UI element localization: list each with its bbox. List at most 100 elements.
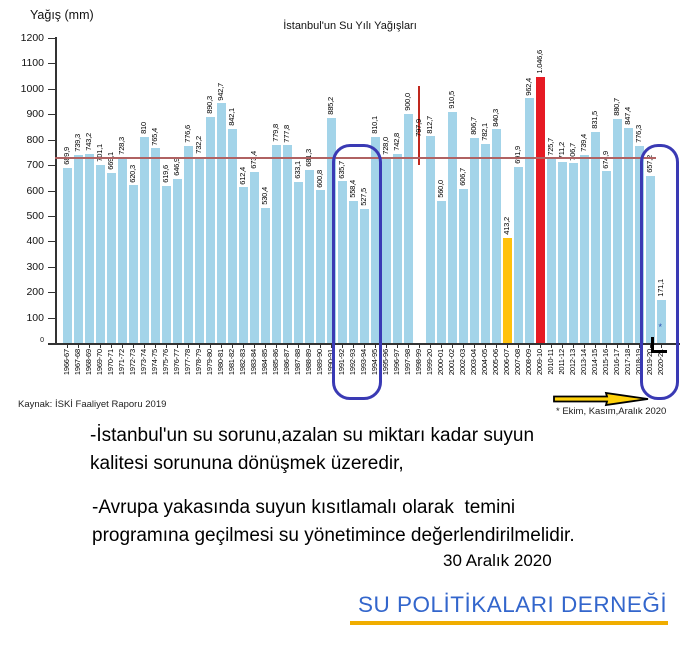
x-axis-label: 2010-11 xyxy=(546,349,555,375)
x-axis-tick xyxy=(331,344,333,348)
x-axis-tick xyxy=(342,344,344,348)
bar xyxy=(206,116,215,343)
y-axis-tick-label: 1100 xyxy=(21,57,44,70)
bar xyxy=(151,148,160,343)
bar-value-label: 1.046,6 xyxy=(535,50,544,74)
bar-value-label: 674,9 xyxy=(601,150,610,169)
x-axis-tick xyxy=(573,344,575,348)
bar-value-label: 782,1 xyxy=(480,123,489,142)
bar-value-label: 776,3 xyxy=(634,124,643,143)
bar-value-label: 728,3 xyxy=(117,137,126,155)
bar xyxy=(404,114,413,343)
y-axis-line xyxy=(55,37,57,344)
org-underline-decoration xyxy=(350,621,668,625)
y-axis-tick xyxy=(48,88,55,90)
plot-area: 0 100 200 300 400 500 600 700 800 900 1000 1100 1200… xyxy=(20,32,680,400)
x-axis-tick xyxy=(78,344,80,348)
x-axis-tick xyxy=(650,344,652,348)
x-axis-tick xyxy=(243,344,245,348)
bar xyxy=(162,185,171,343)
bar xyxy=(129,185,138,343)
x-axis-tick xyxy=(628,344,630,348)
chart-title: İstanbul'un Su Yılı Yağışları xyxy=(283,20,417,32)
x-axis-tick xyxy=(353,344,355,348)
bar-value-label: 810 xyxy=(139,122,148,135)
y-axis-tick-label: 400 xyxy=(26,235,44,248)
x-axis-label: 1979-80 xyxy=(205,349,214,376)
x-axis-label: 1986-87 xyxy=(282,349,291,376)
bar-value-label: 776,6 xyxy=(183,124,192,143)
bar-value-label: 885,2 xyxy=(326,97,335,116)
bar-value-label: 765,4 xyxy=(150,127,159,146)
bar-value-label: 942,7 xyxy=(216,82,225,101)
x-axis-tick xyxy=(507,344,509,348)
average-line xyxy=(55,157,656,160)
bar-value-label: 669,1 xyxy=(106,152,115,170)
x-axis-label: 1970-71 xyxy=(106,349,115,376)
x-axis-label: 1996-97 xyxy=(392,349,401,376)
x-axis-label: 1995-96 xyxy=(381,349,390,376)
bar xyxy=(96,164,105,343)
bar xyxy=(657,299,666,343)
x-axis-tick xyxy=(232,344,234,348)
y-axis-tick xyxy=(48,241,55,243)
bar-value-label: 728,0 xyxy=(381,137,390,155)
x-axis-label: 2003-04 xyxy=(469,349,478,376)
x-axis-tick xyxy=(540,344,542,348)
commentary-paragraph-2: -Avrupa yakasında suyun kısıtlamalı olar… xyxy=(92,497,575,546)
bar xyxy=(261,208,270,343)
source-note: Kaynak: İSKİ Faaliyet Raporu 2019 xyxy=(18,399,167,410)
x-axis-tick xyxy=(408,344,410,348)
bar-value-label: 962,4 xyxy=(524,77,533,96)
bar-value-label: 619,6 xyxy=(161,164,170,183)
bar xyxy=(569,163,578,343)
y-axis-tick-label: 1000 xyxy=(20,82,44,95)
x-axis-tick xyxy=(419,344,421,348)
x-axis-label: 2017-18 xyxy=(623,349,632,376)
x-axis-label: 1989-90 xyxy=(315,349,324,376)
x-axis-label: 2000-01 xyxy=(436,349,445,376)
x-axis-tick xyxy=(485,344,487,348)
x-axis-label: 1988-89 xyxy=(304,349,313,376)
x-axis-tick xyxy=(463,344,465,348)
y-axis-tick-label: 0 xyxy=(40,337,44,344)
x-axis-tick xyxy=(595,344,597,348)
x-axis-tick xyxy=(254,344,256,348)
bar xyxy=(217,103,226,343)
rainfall-bar-chart: Yağış (mm) İstanbul'un Su Yılı Yağışları… xyxy=(18,8,680,417)
bar-value-label: 806,7 xyxy=(469,117,478,135)
x-axis-label: 2006-07 xyxy=(502,349,511,376)
x-axis-label: 1981-82 xyxy=(227,349,236,376)
bar xyxy=(426,136,435,343)
bar xyxy=(107,172,116,343)
y-axis-tick xyxy=(48,317,55,319)
x-axis-label: 2007-08 xyxy=(513,349,522,376)
x-axis-tick xyxy=(386,344,388,348)
footnote: * Ekim, Kasım,Aralık 2020 xyxy=(556,406,667,417)
bar xyxy=(140,137,149,343)
x-axis-tick xyxy=(584,344,586,348)
y-axis-tick-label: 500 xyxy=(26,209,44,222)
y-axis-tick xyxy=(48,266,55,268)
x-axis-tick xyxy=(441,344,443,348)
bar-value-label: 732,2 xyxy=(194,136,203,154)
bar xyxy=(393,154,402,343)
bar-value-label: 743,2 xyxy=(84,133,93,152)
y-axis-tick-label: 100 xyxy=(26,311,44,324)
x-axis-tick xyxy=(210,344,212,348)
x-axis-label: 2004-05 xyxy=(480,349,489,376)
x-axis-label: 1975-76 xyxy=(161,349,170,376)
bar xyxy=(74,155,83,343)
x-axis-tick xyxy=(606,344,608,348)
bar xyxy=(470,137,479,343)
bar-value-label: 600,8 xyxy=(315,169,324,188)
x-axis-label: 1977-78 xyxy=(183,349,192,376)
bar xyxy=(602,171,611,343)
bar-value-label: 880,7 xyxy=(612,98,621,117)
x-axis-label: 1972-73 xyxy=(128,349,137,376)
bar-value-label: 646,9 xyxy=(172,157,181,176)
x-axis-tick xyxy=(221,344,223,348)
bar xyxy=(316,190,325,343)
x-axis-label: 1982-83 xyxy=(238,349,247,376)
bar-value-label: 900,0 xyxy=(403,93,412,112)
